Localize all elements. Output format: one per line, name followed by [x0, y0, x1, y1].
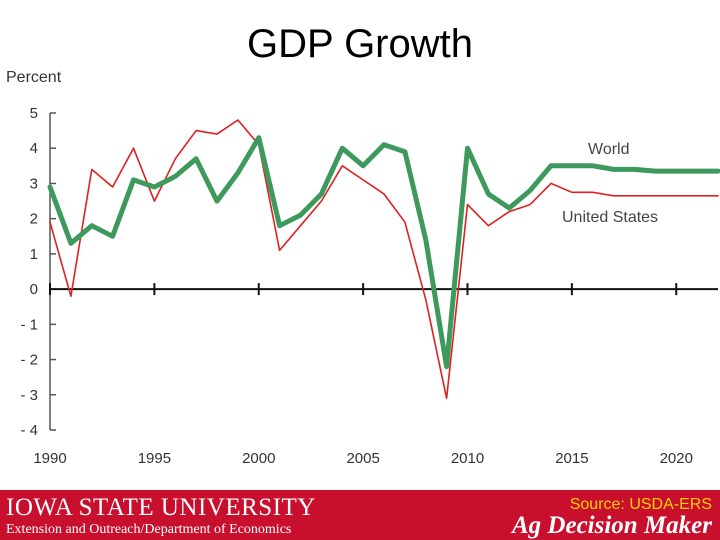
axes: Percent 5 4 3 2 1 0 - 1 - 2 - 3 - 4 1990 1995 2000 200…: [6, 69, 718, 467]
y-tick-label: - 4: [20, 422, 38, 439]
university-logo: IOWA STATE UNIVERSITY: [6, 494, 316, 521]
footer-bar: IOWA STATE UNIVERSITY Extension and Outr…: [0, 490, 720, 540]
world-series-label: World: [588, 141, 630, 158]
x-tick-label: 2015: [555, 450, 588, 467]
y-tick-label: 1: [30, 246, 38, 263]
us-series-line: [49, 119, 719, 400]
x-tick-label: 2000: [242, 450, 275, 467]
source-text: Source: USDA-ERS: [569, 496, 712, 513]
x-tick-label: 1990: [33, 450, 66, 467]
y-tick-label: 4: [30, 140, 38, 157]
world-series-line: [47, 135, 720, 370]
y-tick-label: 3: [30, 175, 38, 192]
y-axis-label: Percent: [6, 69, 62, 86]
y-tick-label: 5: [30, 105, 38, 122]
x-tick-label: 1995: [138, 450, 171, 467]
y-tick-label: - 2: [20, 352, 38, 369]
gdp-growth-chart: Percent 5 4 3 2 1 0 - 1 - 2 - 3 - 4 1990 1995 2000 200…: [6, 69, 720, 467]
y-tick-label: 0: [30, 281, 38, 298]
y-tick-label: - 3: [20, 387, 38, 404]
x-tick-label: 2010: [451, 450, 484, 467]
y-tick-label: 2: [30, 211, 38, 228]
x-tick-label: 2005: [346, 450, 379, 467]
slide-title: GDP Growth: [247, 22, 473, 66]
series-lines: [47, 119, 720, 400]
program-logo: Ag Decision Maker: [512, 512, 712, 539]
y-tick-label: - 1: [20, 316, 38, 333]
department-text: Extension and Outreach/Department of Eco…: [6, 522, 292, 537]
x-tick-label: 2020: [660, 450, 693, 467]
series-labels: World United States: [562, 141, 658, 226]
us-series-label: United States: [562, 209, 658, 226]
